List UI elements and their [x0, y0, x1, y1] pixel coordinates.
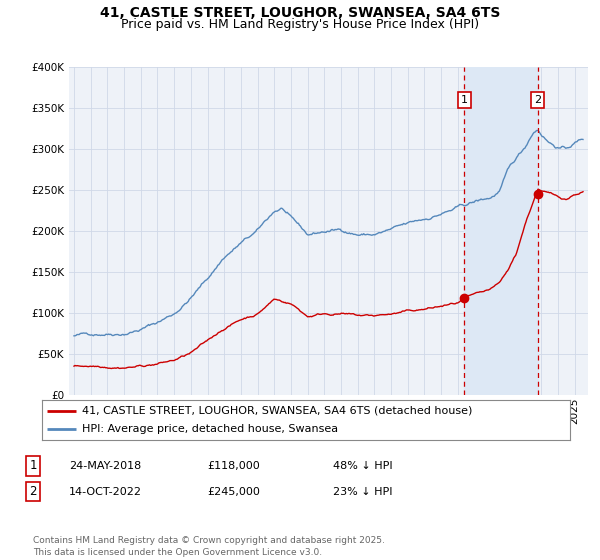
Bar — [464, 67, 538, 395]
Text: 48% ↓ HPI: 48% ↓ HPI — [333, 461, 392, 471]
Text: HPI: Average price, detached house, Swansea: HPI: Average price, detached house, Swan… — [82, 424, 338, 434]
Text: 1: 1 — [29, 459, 37, 473]
Text: 23% ↓ HPI: 23% ↓ HPI — [333, 487, 392, 497]
Text: £245,000: £245,000 — [207, 487, 260, 497]
Text: 41, CASTLE STREET, LOUGHOR, SWANSEA, SA4 6TS: 41, CASTLE STREET, LOUGHOR, SWANSEA, SA4… — [100, 6, 500, 20]
Text: 24-MAY-2018: 24-MAY-2018 — [69, 461, 141, 471]
Text: £118,000: £118,000 — [207, 461, 260, 471]
Text: Price paid vs. HM Land Registry's House Price Index (HPI): Price paid vs. HM Land Registry's House … — [121, 18, 479, 31]
Text: 41, CASTLE STREET, LOUGHOR, SWANSEA, SA4 6TS (detached house): 41, CASTLE STREET, LOUGHOR, SWANSEA, SA4… — [82, 406, 472, 416]
Text: 2: 2 — [29, 485, 37, 498]
Text: Contains HM Land Registry data © Crown copyright and database right 2025.
This d: Contains HM Land Registry data © Crown c… — [33, 536, 385, 557]
Text: 2: 2 — [534, 95, 541, 105]
Text: 14-OCT-2022: 14-OCT-2022 — [69, 487, 142, 497]
Text: 1: 1 — [461, 95, 468, 105]
